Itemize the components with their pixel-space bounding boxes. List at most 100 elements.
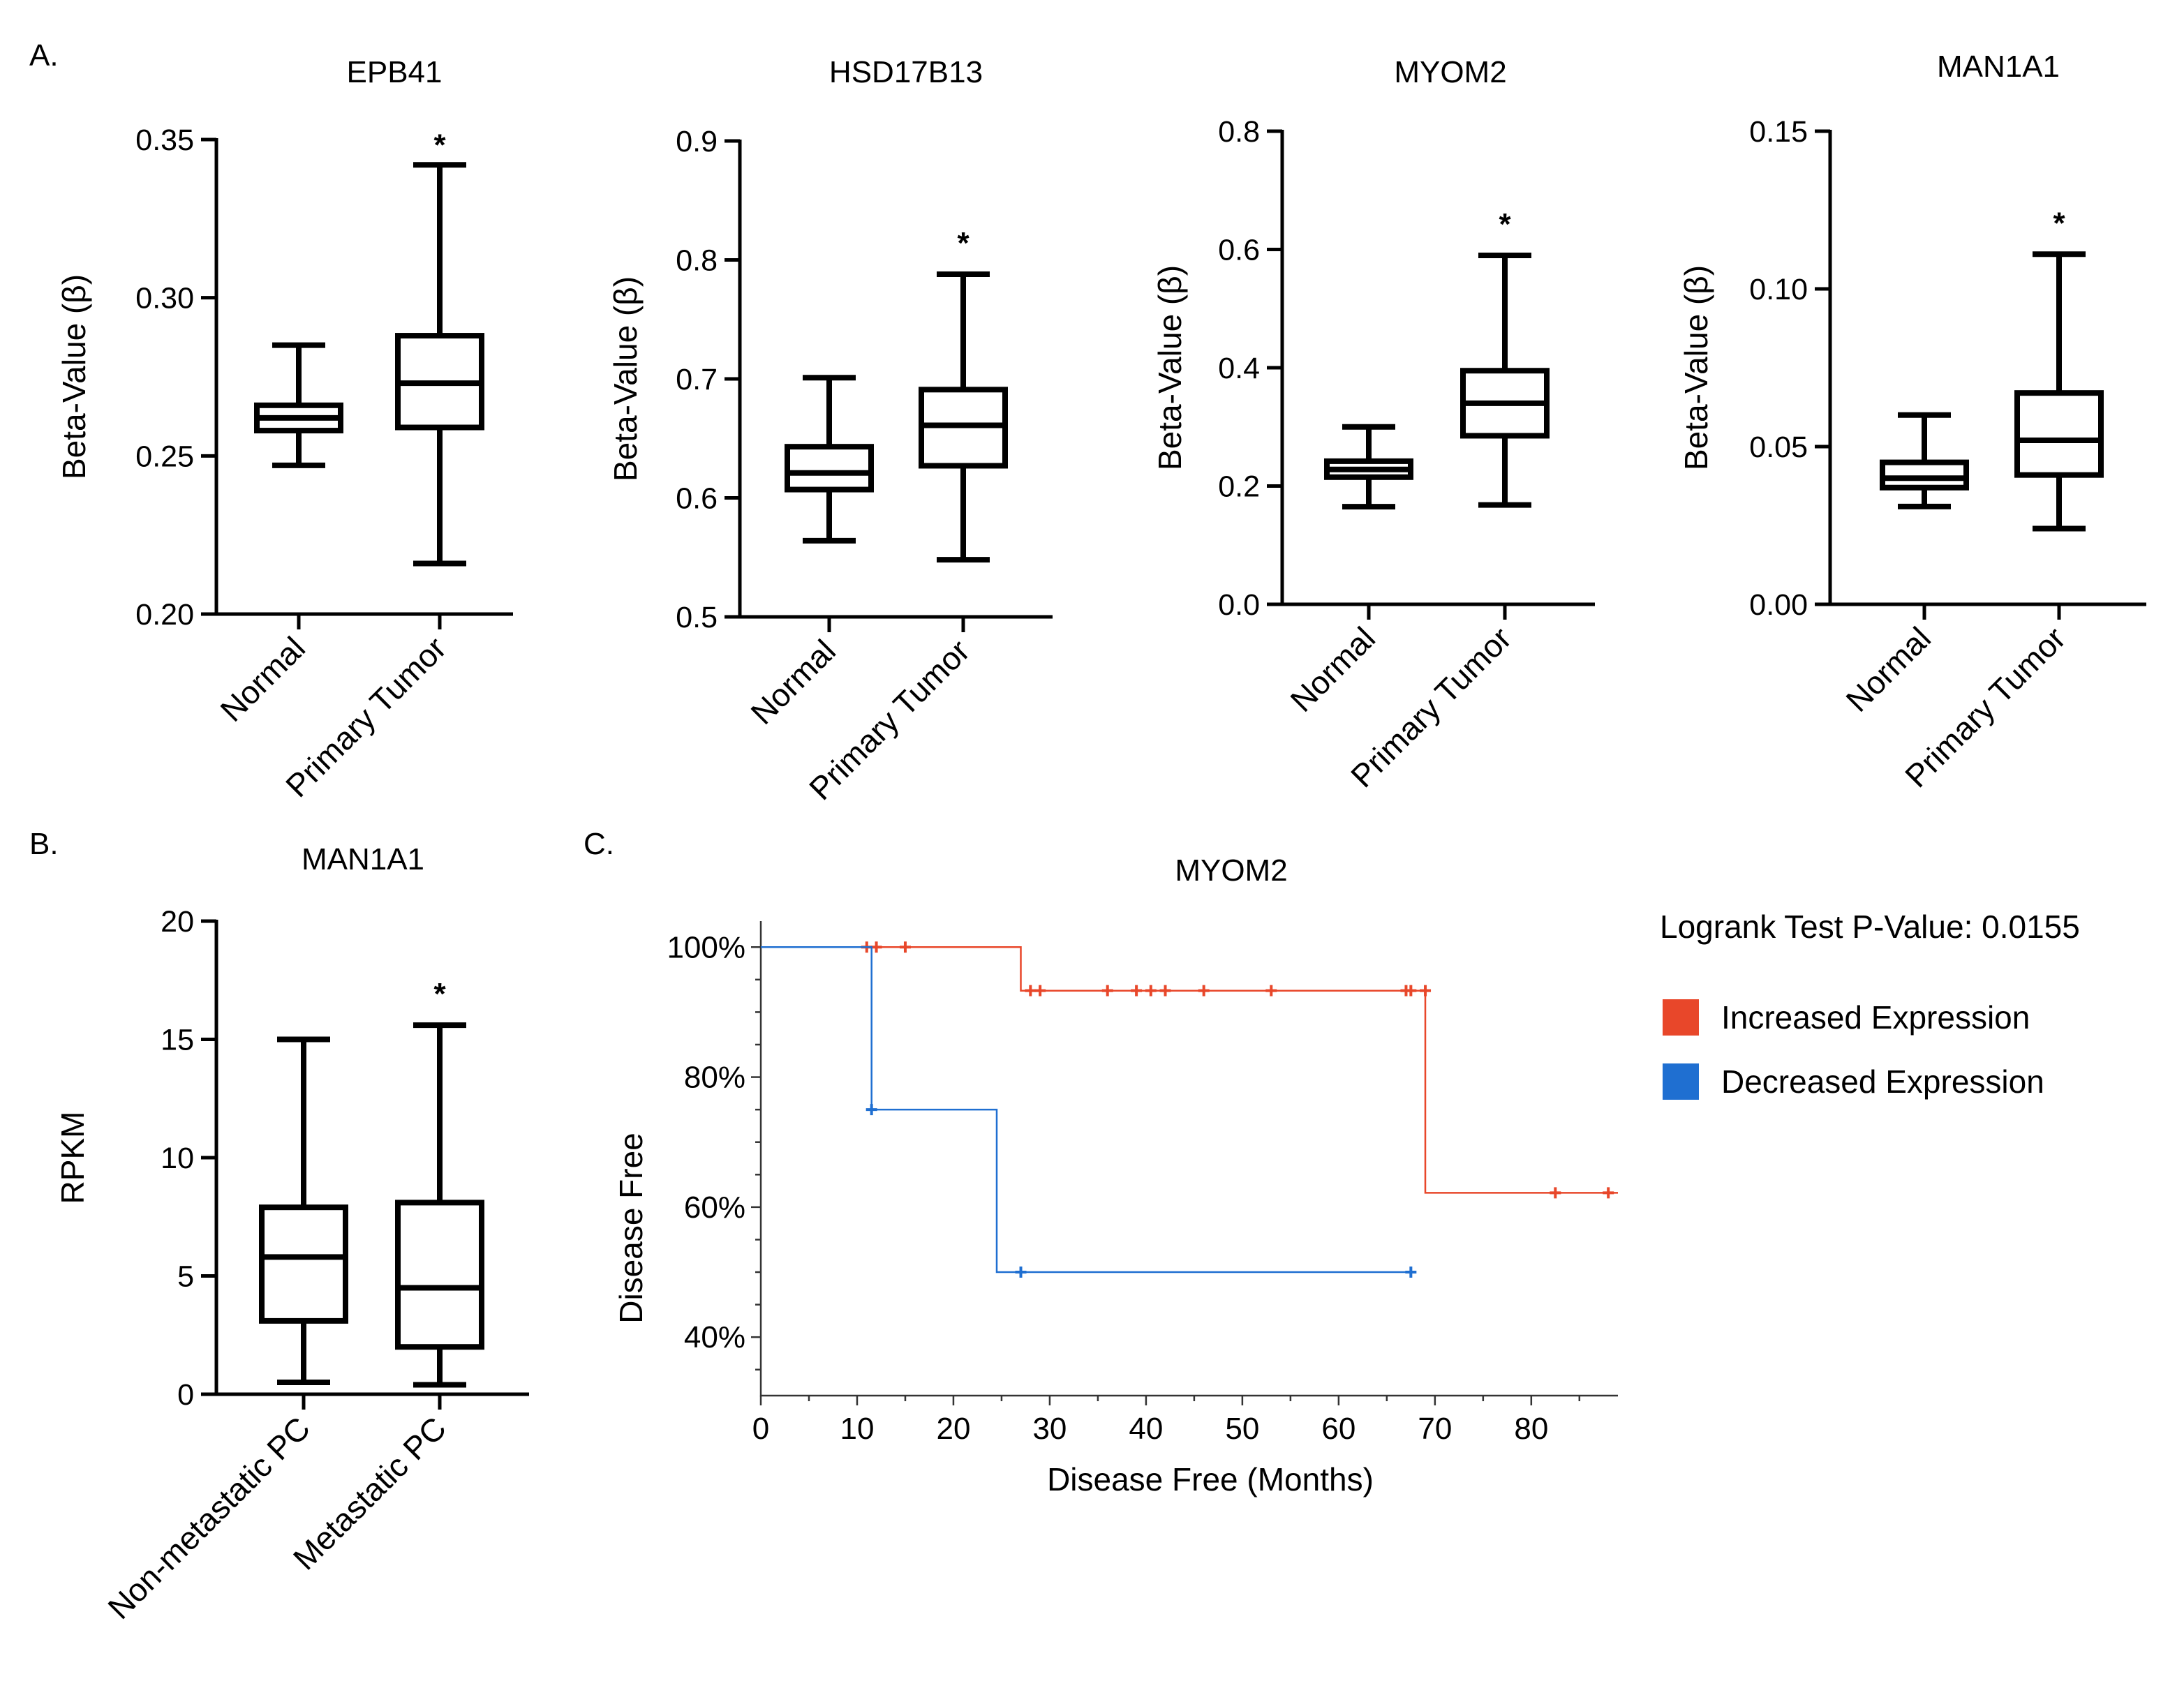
y-tick-label: 0.8	[676, 244, 718, 278]
censor-mark	[1420, 985, 1432, 996]
y-tick-label: 0.15	[1749, 115, 1808, 149]
censor-mark	[1034, 985, 1046, 996]
y-tick-label: 15	[161, 1024, 194, 1057]
x-category-label: Normal	[1283, 620, 1382, 719]
axis-lines	[1280, 130, 1595, 606]
y-tick-label: 0.6	[1218, 234, 1260, 267]
significance-marker: *	[433, 977, 446, 1011]
y-tick-label: 0.5	[676, 601, 718, 634]
km-x-tick-label: 70	[1418, 1412, 1452, 1446]
censor-mark	[1405, 1267, 1417, 1278]
significance-marker: *	[2053, 206, 2065, 240]
y-tick-label: 0.0	[1218, 588, 1260, 622]
boxplot-2: HSD17B13 0.5 0.6 0.7 0.8 0.9 Beta-Value (β) Nor…	[607, 55, 1053, 807]
y-tick-label: 0.10	[1749, 273, 1808, 306]
box-2	[395, 162, 484, 567]
km-x-axis-label: Disease Free (Months)	[1047, 1461, 1374, 1497]
censor-mark	[1145, 985, 1157, 996]
y-axis-label: Beta-Value (β)	[607, 276, 644, 481]
censor-mark	[1405, 985, 1417, 996]
y-axis-label: Beta-Value (β)	[56, 274, 92, 479]
y-tick-label: 0.20	[135, 598, 194, 632]
box-2	[1460, 252, 1550, 508]
axis-lines	[738, 140, 1053, 619]
survival-curve	[761, 946, 1618, 1194]
censor-mark	[1101, 985, 1113, 996]
y-tick-label: 0.6	[676, 482, 718, 516]
significance-marker: *	[957, 226, 970, 260]
iqr-box	[785, 444, 874, 493]
censor-mark	[1025, 985, 1037, 996]
km-x-tick-label: 60	[1321, 1412, 1355, 1446]
y-tick-label: 0.9	[676, 125, 718, 158]
y-tick-label: 20	[161, 905, 194, 939]
km-x-tick-label: 30	[1032, 1412, 1067, 1446]
km-x-tick-label: 10	[840, 1412, 875, 1446]
y-axis-label: Beta-Value (β)	[1152, 265, 1188, 470]
x-category-label: Normal	[743, 632, 842, 731]
legend-item-1: Increased Expression	[1663, 999, 2030, 1036]
legend-swatch	[1663, 999, 1699, 1036]
censor-mark	[1015, 1267, 1027, 1278]
censor-mark	[1198, 985, 1210, 996]
iqr-box	[395, 1200, 484, 1350]
censor-mark	[1159, 985, 1171, 996]
km-series-2	[761, 946, 1417, 1278]
box-2	[919, 271, 1008, 563]
y-tick-label: 10	[161, 1142, 194, 1175]
km-x-tick-label: 0	[752, 1412, 769, 1446]
km-x-tick-label: 80	[1514, 1412, 1548, 1446]
significance-marker: *	[1499, 207, 1511, 241]
logrank-pvalue: Logrank Test P-Value: 0.0155	[1660, 909, 2080, 945]
km-y-tick-label: 80%	[684, 1061, 745, 1095]
box-1	[1324, 424, 1413, 510]
panel-label-a: A.	[29, 38, 59, 73]
iqr-box	[1880, 459, 1969, 491]
censor-mark	[1265, 985, 1277, 996]
box-1	[785, 375, 874, 544]
significance-marker: *	[433, 128, 446, 162]
y-tick-label: 0.2	[1218, 470, 1260, 504]
legend-swatch	[1663, 1063, 1699, 1100]
km-x-tick-label: 50	[1225, 1412, 1259, 1446]
y-tick-label: 0.35	[135, 124, 194, 157]
x-category-label: Normal	[213, 629, 312, 729]
survival-curve	[761, 946, 1411, 1274]
censor-mark	[1603, 1187, 1614, 1199]
boxplot-1: EPB41 0.20 0.25 0.30 0.35 Beta-Value (β) Norma…	[56, 55, 513, 804]
legend-label: Increased Expression	[1721, 999, 2030, 1036]
km-axis-lines	[759, 921, 1618, 1397]
legend-label: Decreased Expression	[1721, 1063, 2044, 1100]
chart-title: MYOM2	[1394, 55, 1506, 89]
iqr-box	[2014, 390, 2104, 478]
box-2	[395, 1022, 484, 1388]
censor-mark	[1550, 1187, 1561, 1199]
x-category-label: Non-metastatic PC	[101, 1410, 317, 1626]
y-tick-label: 0.8	[1218, 115, 1260, 149]
censor-mark	[899, 941, 911, 953]
box-1	[254, 342, 343, 468]
axis-lines	[214, 138, 513, 616]
chart-title: MAN1A1	[302, 842, 424, 876]
y-tick-label: 5	[177, 1260, 194, 1294]
km-y-tick-label: 100%	[667, 930, 745, 964]
y-tick-label: 0.25	[135, 440, 194, 473]
y-tick-label: 0.00	[1749, 588, 1808, 622]
y-tick-label: 0.05	[1749, 431, 1808, 464]
axis-lines	[1828, 130, 2146, 606]
y-axis-label: RPKM	[54, 1112, 91, 1204]
censor-mark	[1131, 985, 1143, 996]
x-category-label: Normal	[1838, 620, 1938, 719]
legend-item-2: Decreased Expression	[1663, 1063, 2044, 1100]
chart-title: EPB41	[347, 55, 443, 89]
km-x-tick-label: 20	[936, 1412, 970, 1446]
km-y-tick-label: 60%	[684, 1190, 745, 1225]
y-axis-label: Beta-Value (β)	[1678, 265, 1714, 470]
box-2	[2014, 251, 2104, 532]
km-title: MYOM2	[1175, 853, 1287, 888]
y-tick-label: 0.30	[135, 282, 194, 315]
km-y-axis-label: Disease Free	[613, 1133, 649, 1324]
panel-label-b: B.	[29, 827, 59, 861]
